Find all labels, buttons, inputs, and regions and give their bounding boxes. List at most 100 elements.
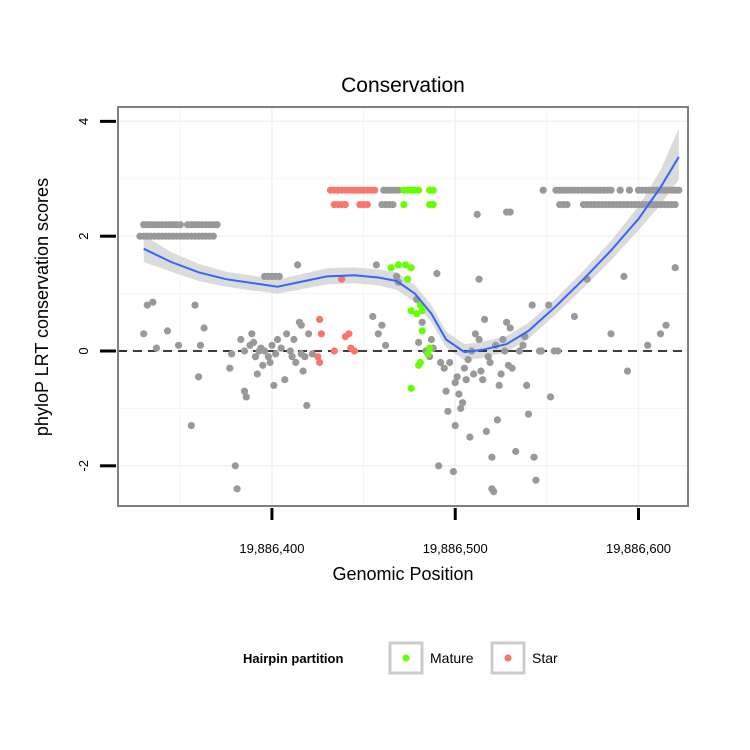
- data-point-star: [317, 330, 325, 338]
- data-point-other: [528, 301, 536, 309]
- data-point-mature: [418, 307, 426, 315]
- data-point-other: [435, 462, 443, 470]
- data-point-other: [240, 387, 249, 395]
- data-point-star: [316, 315, 324, 323]
- data-point-other: [671, 264, 679, 272]
- data-point-mature: [394, 261, 402, 269]
- data-point-other: [200, 324, 208, 332]
- data-point-other: [506, 208, 514, 216]
- data-point-other: [486, 358, 494, 367]
- y-tick-label: 2: [76, 233, 91, 240]
- y-tick-label: 0: [76, 347, 91, 354]
- data-point-other: [466, 433, 474, 441]
- data-point-other: [662, 321, 670, 329]
- data-point-other: [174, 341, 183, 349]
- data-point-other: [213, 221, 221, 229]
- data-point-other: [382, 341, 390, 349]
- data-point-mature: [429, 201, 437, 209]
- data-point-other: [537, 347, 546, 355]
- data-point-other: [675, 186, 683, 194]
- x-tick-label: 19,886,500: [423, 541, 488, 556]
- data-point-other: [176, 221, 184, 229]
- data-point-other: [449, 468, 457, 476]
- data-point-star: [338, 275, 346, 283]
- data-point-other: [237, 335, 245, 344]
- data-point-star: [330, 347, 338, 355]
- legend-label-mature: Mature: [430, 650, 474, 666]
- data-point-other: [259, 361, 267, 369]
- data-point-other: [303, 401, 311, 410]
- data-point-other: [495, 381, 503, 389]
- data-point-other: [389, 201, 397, 209]
- data-point-other: [292, 358, 300, 367]
- legend-dot-star: [504, 654, 512, 662]
- data-point-other: [607, 186, 615, 194]
- data-point-other: [473, 210, 481, 218]
- data-point-mature: [407, 264, 415, 272]
- data-point-other: [233, 485, 241, 493]
- data-point-other: [459, 399, 467, 407]
- data-point-star: [350, 347, 358, 355]
- data-point-other: [532, 476, 540, 484]
- data-point-other: [152, 344, 161, 352]
- data-point-star: [363, 201, 371, 209]
- data-point-other: [266, 358, 274, 367]
- data-point-other: [519, 341, 527, 349]
- points-layer: [136, 186, 683, 496]
- legend-dot-mature: [402, 654, 410, 662]
- series-star: [314, 186, 379, 367]
- data-point-other: [563, 201, 571, 209]
- data-point-other: [248, 330, 256, 338]
- data-point-mature: [415, 186, 423, 194]
- data-point-other: [251, 353, 260, 361]
- data-point-other: [488, 453, 496, 461]
- data-point-other: [290, 335, 298, 344]
- data-point-other: [470, 370, 478, 378]
- legend: Hairpin partition Mature Star: [243, 641, 558, 675]
- data-point-other: [433, 269, 441, 278]
- data-point-other: [554, 347, 562, 355]
- data-point-other: [286, 347, 294, 355]
- data-point-other: [464, 356, 472, 364]
- data-point-other: [481, 315, 489, 323]
- x-axis: 19,886,400 19,886,500 19,886,600: [239, 508, 671, 556]
- data-point-other: [460, 364, 468, 372]
- data-point-other: [530, 453, 538, 461]
- data-point-other: [493, 416, 501, 424]
- data-point-other: [369, 312, 377, 321]
- data-point-other: [475, 335, 483, 344]
- data-point-other: [506, 324, 514, 332]
- data-point-other: [187, 422, 195, 430]
- data-point-other: [283, 330, 291, 338]
- data-point-mature: [402, 261, 410, 269]
- x-axis-title: Genomic Position: [332, 564, 473, 584]
- data-point-other: [374, 330, 382, 338]
- data-point-other: [451, 379, 459, 387]
- data-point-other: [442, 387, 450, 395]
- data-point-other: [656, 330, 665, 338]
- plot-border: [117, 106, 689, 507]
- data-point-star: [314, 353, 322, 361]
- data-point-other: [301, 353, 309, 361]
- data-point-other: [308, 350, 316, 358]
- data-point-other: [163, 327, 172, 335]
- data-point-other: [240, 347, 249, 355]
- data-point-other: [455, 390, 463, 398]
- data-point-other: [226, 364, 234, 372]
- data-point-other: [490, 488, 498, 496]
- data-point-mature: [413, 310, 421, 318]
- x-tick-label: 19,886,400: [239, 541, 304, 556]
- data-point-other: [503, 318, 511, 326]
- data-point-other: [515, 347, 524, 355]
- data-point-star: [345, 330, 353, 338]
- data-point-other: [418, 318, 426, 326]
- data-point-other: [508, 364, 516, 372]
- data-point-other: [444, 407, 452, 415]
- y-tick-label: 4: [76, 118, 91, 125]
- data-point-other: [277, 344, 285, 352]
- data-point-other: [191, 301, 199, 309]
- data-point-other: [484, 353, 492, 361]
- legend-key-mature: [388, 641, 424, 675]
